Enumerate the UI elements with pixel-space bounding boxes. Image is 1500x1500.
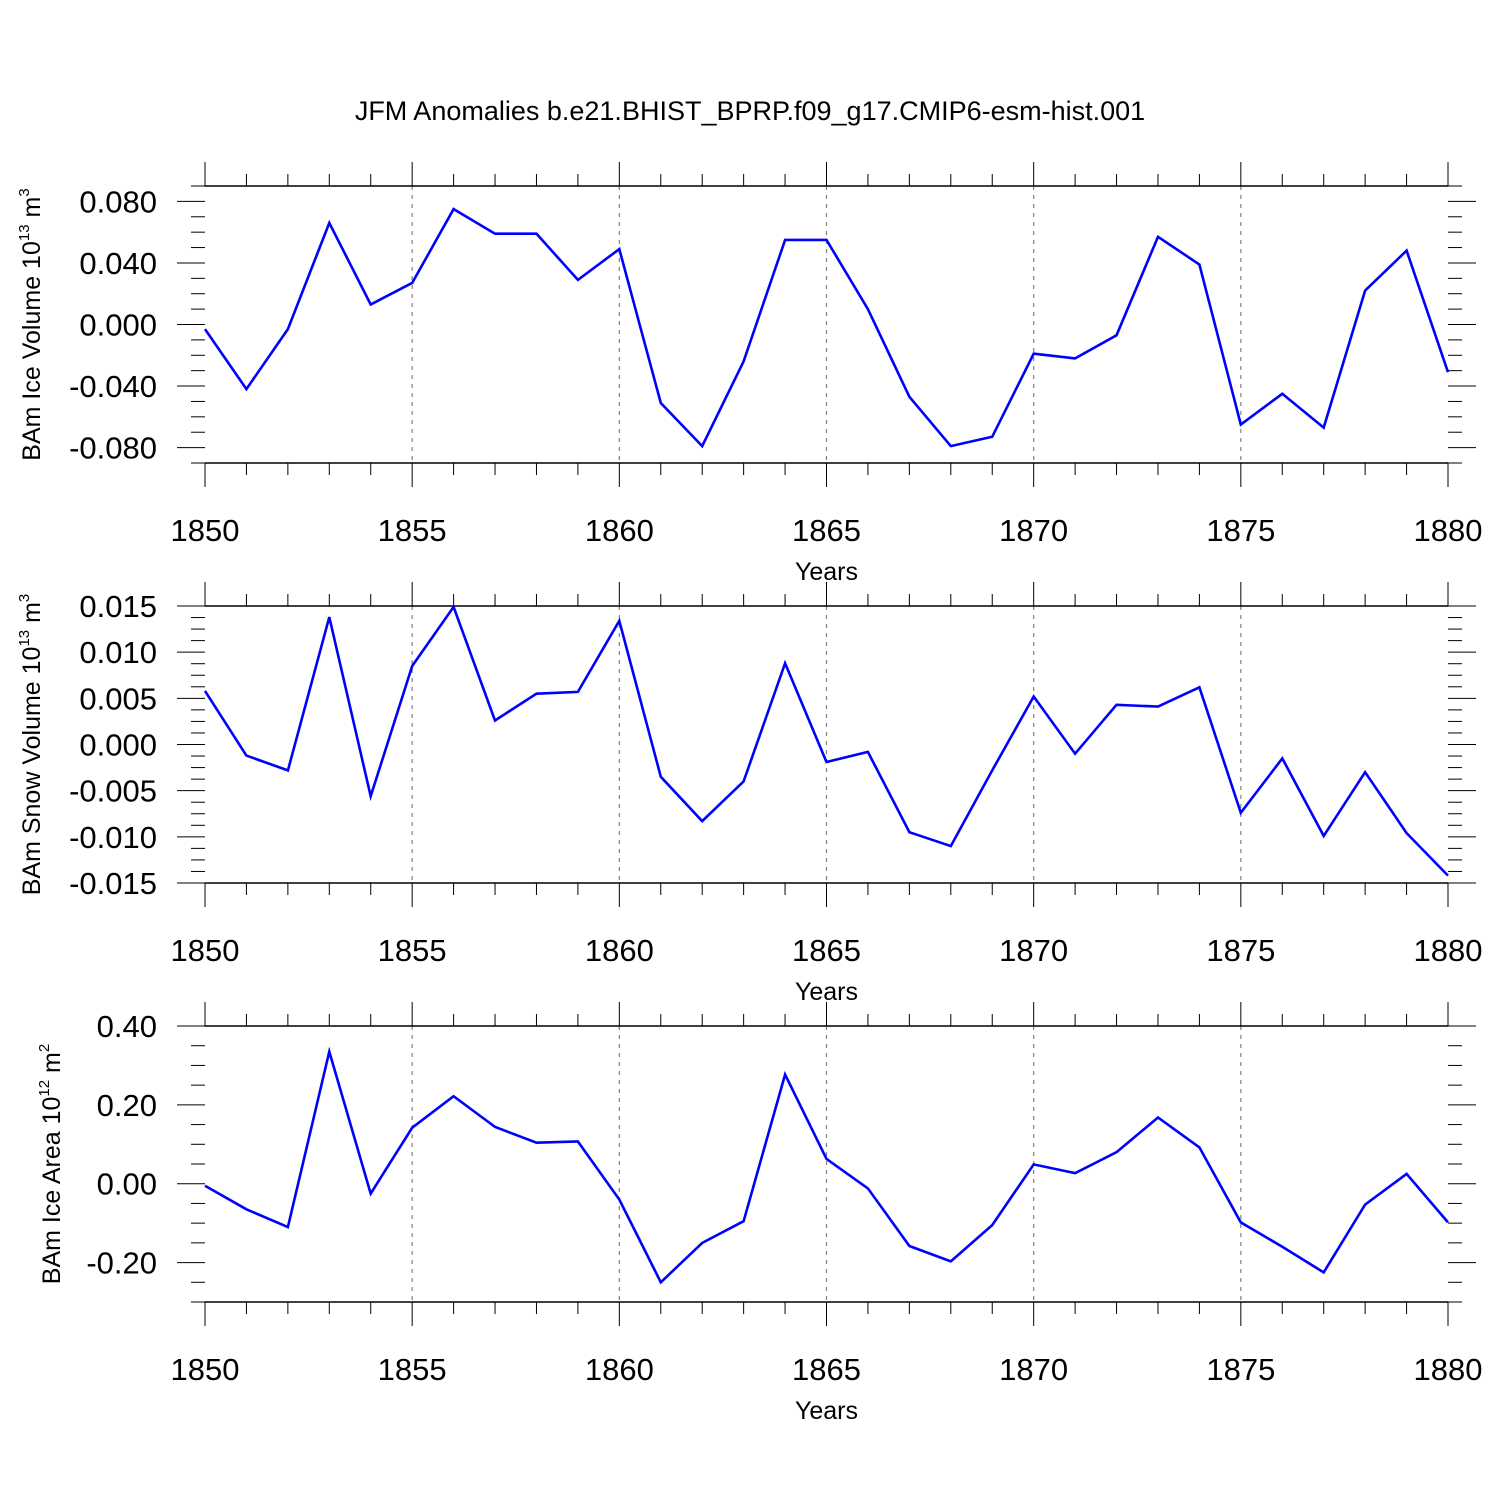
y-tick-label: 0.20 <box>97 1088 157 1123</box>
y-tick-label: 0.40 <box>97 1009 157 1044</box>
y-axis-label-superscript: 3 <box>16 188 33 196</box>
x-tick-label: 1865 <box>792 1352 861 1387</box>
y-axis-label: BAm Ice Volume 1013 m3 <box>16 188 46 460</box>
y-axis-label-text: BAm Snow Volume 10 <box>18 647 46 896</box>
series-line <box>204 1046 1449 1285</box>
y-tick-label: -0.080 <box>69 431 157 466</box>
y-axis-label-superscript: 3 <box>16 594 33 602</box>
y-tick-label: 0.00 <box>97 1167 157 1202</box>
y-tick-label: 0.040 <box>79 246 157 281</box>
x-axis-label: Years <box>795 1397 858 1425</box>
y-tick-label: -0.20 <box>86 1246 157 1281</box>
y-tick-label: -0.015 <box>69 866 157 901</box>
x-tick-label: 1880 <box>1414 513 1483 548</box>
y-tick-label: 0.080 <box>79 184 157 219</box>
chart-panel-2: -0.015 -0.010 -0.005 0.000 0.005 0.010 0.015 18… <box>16 582 1482 1006</box>
x-tick-label: 1855 <box>378 933 447 968</box>
chart-panel-1: -0.080 -0.040 0.000 0.040 0.080 1850 1855 1860 1… <box>16 162 1482 586</box>
y-axis-label-text: m <box>18 197 46 225</box>
x-tick-label: 1865 <box>792 933 861 968</box>
y-axis-label-text: m <box>38 1052 66 1080</box>
y-tick-label: -0.005 <box>69 774 157 809</box>
y-axis-label-text: BAm Ice Area 10 <box>38 1097 66 1285</box>
x-tick-label: 1880 <box>1414 933 1483 968</box>
x-tick-label: 1870 <box>999 513 1068 548</box>
chart-panel-3: -0.20 0.00 0.20 0.40 1850 1855 1860 1865 1870 187… <box>36 1002 1482 1425</box>
y-axis-label-text: m <box>18 602 46 630</box>
series-line <box>203 604 1449 877</box>
y-axis-label-superscript: 2 <box>36 1044 53 1052</box>
x-tick-label: 1855 <box>378 1352 447 1387</box>
x-axis-label: Years <box>795 558 858 586</box>
x-tick-label: 1875 <box>1206 1352 1275 1387</box>
y-axis-label-superscript: 13 <box>16 630 33 647</box>
x-tick-label: 1850 <box>171 1352 240 1387</box>
x-tick-label: 1865 <box>792 513 861 548</box>
y-axis-label-superscript: 12 <box>36 1080 53 1097</box>
x-tick-label: 1850 <box>171 513 240 548</box>
y-axis-label: BAm Ice Area 1012 m2 <box>36 1044 66 1284</box>
y-tick-label: 0.015 <box>79 589 157 624</box>
x-tick-label: 1850 <box>171 933 240 968</box>
y-axis-label: BAm Snow Volume 1013 m3 <box>16 594 46 896</box>
y-axis-label-text: BAm Ice Volume 10 <box>18 241 46 461</box>
x-tick-label: 1880 <box>1414 1352 1483 1387</box>
y-tick-label: 0.000 <box>79 728 157 763</box>
y-tick-label: 0.010 <box>79 635 157 670</box>
x-tick-label: 1855 <box>378 513 447 548</box>
y-tick-label: -0.040 <box>69 369 157 404</box>
y-axis-label-superscript: 13 <box>16 224 33 241</box>
x-tick-label: 1870 <box>999 933 1068 968</box>
chart-title: JFM Anomalies b.e21.BHIST_BPRP.f09_g17.C… <box>354 96 1146 126</box>
y-tick-label: 0.005 <box>79 681 157 716</box>
y-tick-label: -0.010 <box>69 820 157 855</box>
x-tick-label: 1875 <box>1206 513 1275 548</box>
x-tick-label: 1875 <box>1206 933 1275 968</box>
x-tick-label: 1860 <box>585 933 654 968</box>
series-line <box>203 207 1450 449</box>
x-tick-label: 1860 <box>585 1352 654 1387</box>
x-tick-label: 1870 <box>999 1352 1068 1387</box>
x-tick-label: 1860 <box>585 513 654 548</box>
x-axis-label: Years <box>795 978 858 1006</box>
y-tick-label: 0.000 <box>79 308 157 343</box>
